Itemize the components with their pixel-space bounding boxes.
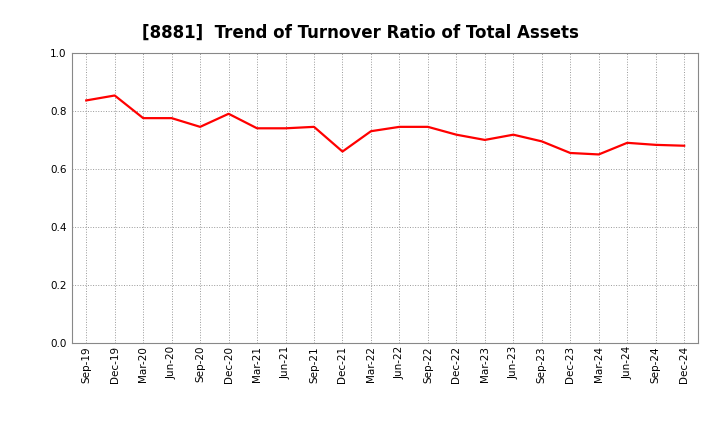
Text: [8881]  Trend of Turnover Ratio of Total Assets: [8881] Trend of Turnover Ratio of Total … (142, 24, 578, 42)
